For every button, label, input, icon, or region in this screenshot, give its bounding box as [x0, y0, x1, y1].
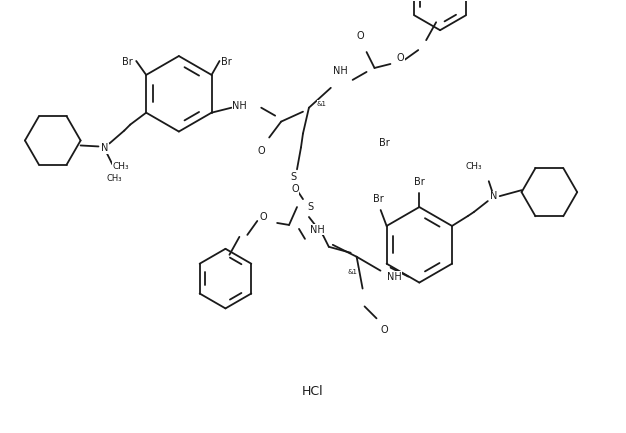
Text: NH: NH [309, 225, 324, 235]
Text: Br: Br [121, 57, 132, 67]
Text: O: O [357, 31, 364, 41]
Text: O: O [257, 146, 265, 156]
Text: HCl: HCl [302, 385, 324, 398]
Text: CH₃: CH₃ [113, 162, 129, 171]
Text: S: S [290, 172, 296, 182]
Text: CH₃: CH₃ [465, 162, 482, 171]
Text: &1: &1 [317, 101, 327, 107]
Text: O: O [396, 53, 404, 63]
Text: O: O [381, 325, 388, 335]
Text: O: O [291, 184, 299, 194]
Text: NH: NH [232, 101, 247, 111]
Text: Br: Br [222, 57, 232, 67]
Text: NH: NH [334, 66, 348, 76]
Text: &1: &1 [347, 268, 357, 275]
Text: Br: Br [414, 177, 424, 187]
Text: N: N [101, 143, 108, 153]
Text: S: S [308, 202, 314, 212]
Text: O: O [259, 212, 267, 222]
Text: NH: NH [387, 271, 402, 281]
Text: CH₃: CH₃ [106, 174, 122, 183]
Text: Br: Br [373, 194, 384, 204]
Text: N: N [490, 191, 498, 201]
Text: Br: Br [379, 139, 390, 149]
